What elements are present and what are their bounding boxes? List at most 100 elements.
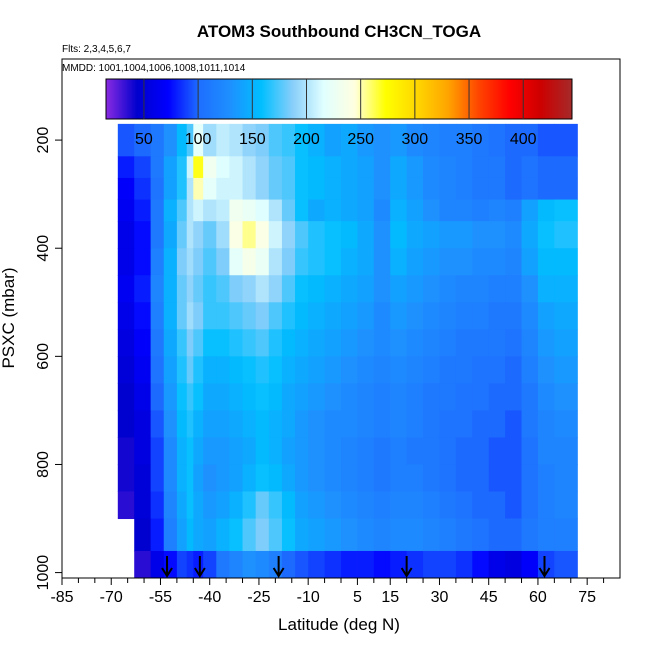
curtain-cell [472, 156, 490, 179]
curtain-cell [134, 329, 152, 357]
curtain-cell [406, 156, 424, 179]
curtain-cell [242, 329, 257, 357]
curtain-cell [281, 275, 296, 303]
curtain-cell [505, 410, 523, 438]
curtain-cell [324, 437, 342, 465]
curtain-cell [505, 356, 523, 384]
curtain-cell [150, 550, 165, 578]
curtain-cell [281, 464, 296, 492]
curtain-cell [521, 199, 539, 222]
curtain-cell [117, 302, 135, 330]
curtain-cell [150, 518, 165, 552]
curtain-cell [439, 410, 457, 438]
curtain-cell [521, 221, 539, 249]
curtain-cell [216, 248, 230, 276]
curtain-cell [521, 356, 539, 384]
curtain-cell [186, 356, 194, 384]
curtain-cell [216, 550, 230, 578]
curtain-cell [117, 156, 135, 179]
curtain-cell [537, 248, 555, 276]
curtain-cell [163, 302, 178, 330]
curtain-cell [193, 356, 204, 384]
curtain-cell [308, 437, 326, 465]
x-tick-label: -10 [297, 589, 320, 606]
curtain-cell [216, 410, 230, 438]
curtain-cell [134, 410, 152, 438]
curtain-cell [281, 491, 296, 520]
curtain-cell [324, 177, 342, 201]
curtain-cell [242, 199, 257, 222]
curtain-cell [505, 199, 523, 222]
curtain-cell [439, 329, 457, 357]
curtain-cell [472, 302, 490, 330]
curtain-cell [268, 383, 283, 411]
curtain-cell [117, 221, 135, 249]
curtain-cell [117, 123, 135, 157]
curtain-cell [255, 550, 270, 578]
curtain-cell [308, 518, 326, 552]
curtain-cell [324, 156, 342, 179]
curtain-cell [268, 491, 283, 520]
curtain-cell [203, 410, 217, 438]
curtain-cell [455, 518, 473, 552]
curtain-cell [203, 550, 217, 578]
curtain-cell [554, 464, 578, 492]
curtain-cell [193, 156, 204, 179]
curtain-cell [242, 156, 257, 179]
curtain-cell [134, 464, 152, 492]
curtain-cell [472, 464, 490, 492]
curtain-cell [268, 156, 283, 179]
flight-arrow-head [161, 567, 173, 578]
curtain-cell [268, 518, 283, 552]
curtain-cell [242, 550, 257, 578]
curtain-cell [439, 437, 457, 465]
curtain-cell [455, 177, 473, 201]
curtain-cell [176, 221, 188, 249]
curtain-cell [488, 464, 506, 492]
curtain-cell [193, 550, 204, 578]
curtain-cell [324, 329, 342, 357]
curtain-cell [203, 329, 217, 357]
curtain-cell [203, 518, 217, 552]
curtain-cell [505, 177, 523, 201]
curtain-cell [186, 518, 194, 552]
curtain-cell [150, 383, 165, 411]
curtain-cell [439, 275, 457, 303]
curtain-cell [406, 464, 424, 492]
curtain-cell [242, 123, 257, 157]
curtain-cell [505, 275, 523, 303]
flight-arrow-head [400, 567, 413, 578]
curtain-cell [163, 383, 178, 411]
curtain-cell [521, 123, 539, 157]
curtain-cell [324, 464, 342, 492]
flights-note: Flts: 2,3,4,5,6,7 [62, 44, 131, 55]
curtain-cell [488, 518, 506, 552]
curtain-cell [554, 329, 578, 357]
curtain-cell [455, 550, 473, 578]
curtain-cell [537, 177, 555, 201]
curtain-cell [268, 356, 283, 384]
curtain-cell [488, 275, 506, 303]
curtain-cell [373, 491, 391, 520]
curtain-cell [554, 275, 578, 303]
curtain-cell [423, 221, 440, 249]
curtain-cell [295, 177, 309, 201]
curtain-cell [203, 199, 217, 222]
curtain-cell [373, 177, 391, 201]
curtain-cell [455, 383, 473, 411]
curtain-cell [295, 464, 309, 492]
curtain-cell [521, 550, 539, 578]
curtain-cell [554, 383, 578, 411]
curtain-cell [324, 356, 342, 384]
curtain-cell [216, 156, 230, 179]
curtain-cell [229, 437, 244, 465]
curtain-cell [295, 156, 309, 179]
curtain-cell [150, 356, 165, 384]
curtain-cell [229, 329, 244, 357]
curtain-cell [439, 550, 457, 578]
curtain-cell [281, 329, 296, 357]
curtain-cell [281, 123, 296, 157]
curtain-cell [134, 356, 152, 384]
curtain-cell [163, 491, 178, 520]
curtain-cell [406, 177, 424, 201]
